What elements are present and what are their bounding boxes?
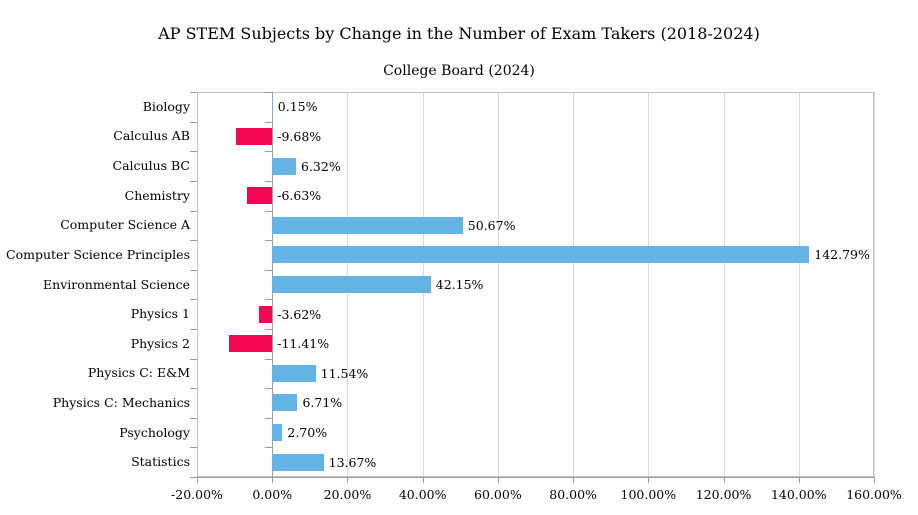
category-axis-tick (265, 358, 273, 360)
category-axis-tick (190, 151, 197, 153)
value-label: 0.15% (277, 99, 318, 115)
bar (272, 216, 463, 234)
value-label: 50.67% (467, 217, 516, 233)
category-axis-tick (265, 388, 273, 390)
category-axis-tick (190, 388, 197, 390)
bar (247, 187, 273, 205)
value-axis-tick-label: 20.00% (323, 487, 372, 502)
value-axis-tick-label: -20.00% (171, 487, 223, 502)
category-axis-tick (190, 92, 197, 93)
category-axis-tick (265, 328, 273, 330)
category-label: Physics 1 (130, 306, 190, 322)
value-label: 2.70% (287, 425, 328, 441)
value-axis-tick (874, 477, 875, 483)
value-axis-tick-label: 0.00% (252, 487, 293, 502)
category-axis-tick (265, 240, 273, 242)
value-axis-tick-label: 140.00% (770, 487, 827, 502)
category-axis-tick (190, 417, 197, 419)
bar (272, 98, 273, 116)
category-label: Environmental Science (43, 276, 190, 292)
category-label: Physics C: E&M (87, 365, 190, 381)
category-label: Biology (142, 98, 190, 114)
gridline (798, 92, 800, 477)
bar (272, 276, 431, 293)
bar (258, 305, 273, 323)
value-label: 42.15% (435, 277, 484, 292)
value-axis-tick-label: 40.00% (398, 487, 447, 502)
category-axis-tick (265, 210, 273, 212)
bar (272, 157, 296, 175)
bar (235, 127, 273, 145)
value-axis-tick-label: 100.00% (620, 487, 677, 502)
value-axis-tick (497, 477, 499, 483)
category-axis-tick (190, 328, 197, 330)
category-axis-tick (265, 92, 273, 93)
category-axis-tick (190, 269, 197, 271)
bar (272, 394, 298, 412)
category-axis-tick (265, 121, 273, 123)
category-label: Physics 2 (130, 335, 190, 351)
category-axis-tick (190, 210, 197, 212)
value-label: -6.63% (277, 188, 322, 204)
bar (272, 453, 324, 471)
value-axis-line (197, 477, 875, 478)
value-axis-tick (723, 477, 725, 483)
bar (229, 335, 273, 353)
category-axis-tick (265, 417, 273, 419)
category-label: Statistics (131, 454, 190, 470)
value-axis-tick (347, 477, 349, 483)
bar (272, 246, 810, 264)
category-axis-tick (265, 447, 273, 449)
chart-title: AP STEM Subjects by Change in the Number… (158, 24, 760, 43)
value-axis-tick-label: 60.00% (474, 487, 522, 502)
category-axis-tick (190, 299, 197, 301)
category-axis-tick (190, 240, 197, 242)
value-axis-tick-label: 160.00% (846, 487, 902, 502)
value-axis-tick (573, 477, 575, 483)
category-axis-tick (190, 447, 197, 449)
category-axis-tick (190, 180, 197, 182)
category-axis-tick (190, 477, 197, 478)
category-label: Computer Science A (60, 217, 190, 233)
value-axis-tick (197, 477, 198, 483)
value-axis-tick-label: 80.00% (549, 487, 597, 502)
value-label: 142.79% (814, 247, 870, 263)
category-label: Psychology (119, 424, 190, 440)
category-axis-tick (265, 269, 273, 271)
gridline (723, 92, 725, 477)
value-label: 6.71% (302, 395, 343, 411)
value-axis-tick (648, 477, 650, 483)
category-axis-tick (190, 121, 197, 123)
category-axis-tick (265, 180, 273, 182)
category-label: Physics C: Mechanics (52, 394, 190, 410)
value-axis-tick-label: 120.00% (695, 487, 752, 502)
gridline (497, 92, 499, 477)
gridline (648, 92, 650, 477)
category-axis-tick (265, 151, 273, 153)
category-label: Computer Science Principles (6, 246, 190, 262)
value-label: -11.41% (277, 336, 330, 352)
value-label: 6.32% (300, 158, 341, 174)
chart-subtitle: College Board (2024) (383, 63, 535, 79)
category-label: Calculus BC (112, 158, 190, 174)
value-axis-tick (272, 477, 274, 483)
category-label: Calculus AB (113, 128, 190, 144)
plot-border (197, 92, 874, 477)
gridline (874, 92, 875, 477)
category-label: Chemistry (124, 187, 190, 203)
bar (272, 424, 283, 442)
value-label: -9.68% (277, 128, 322, 144)
category-axis-tick (190, 358, 197, 360)
gridline (573, 92, 575, 477)
category-axis-tick (265, 477, 273, 478)
value-label: 13.67% (328, 454, 377, 470)
bar (272, 364, 316, 382)
value-axis-tick (422, 477, 424, 483)
value-label: -3.62% (277, 306, 322, 322)
value-label: 11.54% (320, 365, 369, 381)
category-axis-tick (265, 299, 273, 301)
value-axis-tick (798, 477, 800, 483)
